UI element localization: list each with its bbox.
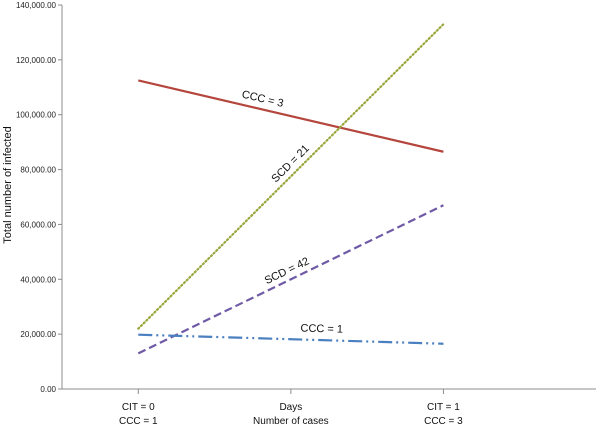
y-tick-label: 0.00 bbox=[40, 385, 56, 394]
x-category-label: CIT = 1 bbox=[427, 402, 460, 413]
series-label: CCC = 1 bbox=[300, 322, 343, 335]
series-label: SCD = 42 bbox=[263, 255, 311, 287]
y-tick-label: 40,000.00 bbox=[20, 275, 56, 284]
y-tick-label: 20,000.00 bbox=[20, 330, 56, 339]
x-axis: CIT = 0 CCC = 1 Days Number of cases CIT = 1… bbox=[62, 388, 596, 425]
series-line bbox=[137, 23, 445, 330]
y-tick-label: 140,000.00 bbox=[16, 1, 57, 10]
y-tick-label: 80,000.00 bbox=[20, 166, 56, 175]
y-tick-label: 120,000.00 bbox=[16, 56, 57, 65]
x-category-label: CCC = 3 bbox=[424, 416, 463, 425]
y-tick-label: 100,000.00 bbox=[16, 111, 57, 120]
y-tick-label: 60,000.00 bbox=[20, 220, 56, 229]
x-category-label: Number of cases bbox=[253, 416, 329, 425]
x-category-label: CCC = 1 bbox=[119, 416, 158, 425]
series-label: SCD = 21 bbox=[269, 143, 311, 185]
y-axis: 0.00 20,000.00 40,000.00 60,000.00 80,000.00… bbox=[16, 1, 63, 394]
x-category-label: CIT = 0 bbox=[122, 402, 155, 413]
series-line bbox=[138, 79, 444, 153]
series-line bbox=[137, 204, 444, 355]
x-category-label: Days bbox=[279, 402, 302, 413]
series-line bbox=[138, 333, 444, 345]
y-axis-title: Total number of infected bbox=[2, 126, 14, 243]
series-lines bbox=[137, 23, 445, 355]
